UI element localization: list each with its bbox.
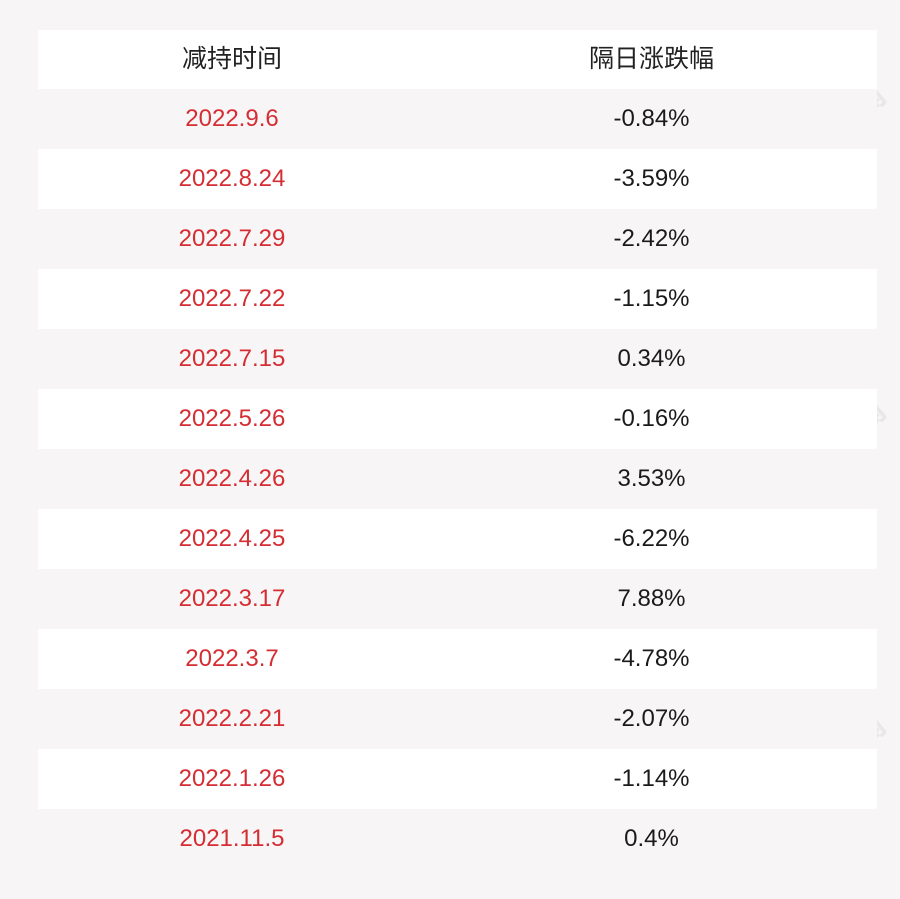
row-date: 2022.8.24 — [178, 165, 286, 192]
row-date: 2021.11.5 — [179, 825, 285, 852]
row-change: -2.42% — [613, 225, 690, 252]
table-row: 2022.7.22 -1.15% — [38, 269, 877, 329]
table-row: 2022.2.21 -2.07% — [38, 689, 877, 749]
row-date: 2022.3.17 — [178, 585, 286, 612]
row-date: 2022.5.26 — [178, 405, 286, 432]
row-date: 2022.9.6 — [185, 105, 279, 132]
table-row: 2022.5.26 -0.16% — [38, 389, 877, 449]
row-date: 2022.7.22 — [178, 285, 286, 312]
row-change: -0.16% — [613, 405, 690, 432]
row-change: -1.15% — [613, 285, 690, 312]
row-change: -1.14% — [613, 765, 690, 792]
row-change: 0.34% — [617, 345, 686, 372]
row-change: -0.84% — [613, 105, 690, 132]
table-row: 2022.1.26 -1.14% — [38, 749, 877, 809]
row-change: -3.59% — [613, 165, 690, 192]
row-date: 2022.7.15 — [178, 345, 286, 372]
reduction-table: 减持时间 隔日涨跌幅 2022.9.6 -0.84% 2022.8.24 -3.… — [38, 30, 877, 869]
table-row: 2022.4.26 3.53% — [38, 449, 877, 509]
table-row: 2022.9.6 -0.84% — [38, 89, 877, 149]
row-change: 0.4% — [624, 825, 679, 852]
row-change: 3.53% — [617, 465, 686, 492]
table-row: 2022.7.29 -2.42% — [38, 209, 877, 269]
row-date: 2022.2.21 — [178, 705, 286, 732]
table-row: 2022.8.24 -3.59% — [38, 149, 877, 209]
row-change: -6.22% — [613, 525, 690, 552]
row-date: 2022.7.29 — [178, 225, 286, 252]
row-date: 2022.3.7 — [185, 645, 279, 672]
row-date: 2022.4.25 — [178, 525, 286, 552]
header-change: 隔日涨跌幅 — [588, 45, 714, 73]
row-change: 7.88% — [617, 585, 686, 612]
table-row: 2022.3.7 -4.78% — [38, 629, 877, 689]
table-row: 2022.7.15 0.34% — [38, 329, 877, 389]
row-date: 2022.4.26 — [178, 465, 286, 492]
row-change: -2.07% — [613, 705, 690, 732]
header-date: 减持时间 — [181, 45, 282, 73]
row-change: -4.78% — [613, 645, 690, 672]
row-date: 2022.1.26 — [178, 765, 286, 792]
table-row: 2022.3.17 7.88% — [38, 569, 877, 629]
table-row: 2021.11.5 0.4% — [38, 809, 877, 869]
table-row: 2022.4.25 -6.22% — [38, 509, 877, 569]
table-header: 减持时间 隔日涨跌幅 — [38, 30, 877, 89]
